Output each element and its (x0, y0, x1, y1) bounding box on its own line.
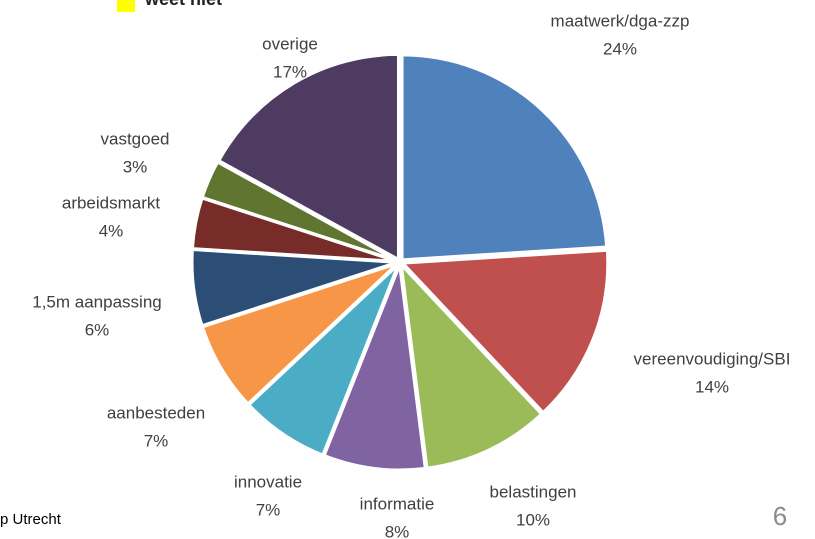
slice-value-label: 3% (123, 157, 148, 176)
slice-value-label: 10% (516, 510, 550, 529)
pie-slice (322, 264, 427, 472)
slice-label: 1,5m aanpassing (32, 292, 161, 311)
slice-value-label: 7% (256, 500, 281, 519)
slice-label: overige (262, 34, 318, 53)
page-number: 6 (773, 501, 787, 531)
slice-value-label: 14% (695, 377, 729, 396)
slice-value-label: 7% (144, 431, 169, 450)
slice-value-label: 4% (99, 221, 124, 240)
pie-slice (399, 248, 610, 415)
pie-slice (399, 260, 544, 470)
slice-value-label: 24% (603, 39, 637, 58)
slice-label: vastgoed (101, 129, 170, 148)
slice-label: maatwerk/dga-zzp (551, 11, 690, 30)
pie-slice (400, 53, 609, 262)
slice-label: arbeidsmarkt (62, 193, 161, 212)
pie-slice (200, 160, 398, 263)
footer-text: p Utrecht (0, 511, 62, 528)
slice-value-label: 17% (273, 62, 307, 81)
slice-label: innovatie (234, 472, 302, 491)
slice-value-label: 8% (385, 522, 410, 539)
legend-swatch (117, 0, 135, 12)
pie-slice (216, 52, 400, 262)
slice-label: aanbesteden (107, 403, 205, 422)
slice-label: informatie (360, 494, 435, 513)
slice-value-label: 6% (85, 320, 110, 339)
legend-text: weet niet (144, 0, 222, 9)
slice-label: vereenvoudiging/SBI (634, 349, 791, 368)
slice-label: belastingen (490, 482, 577, 501)
